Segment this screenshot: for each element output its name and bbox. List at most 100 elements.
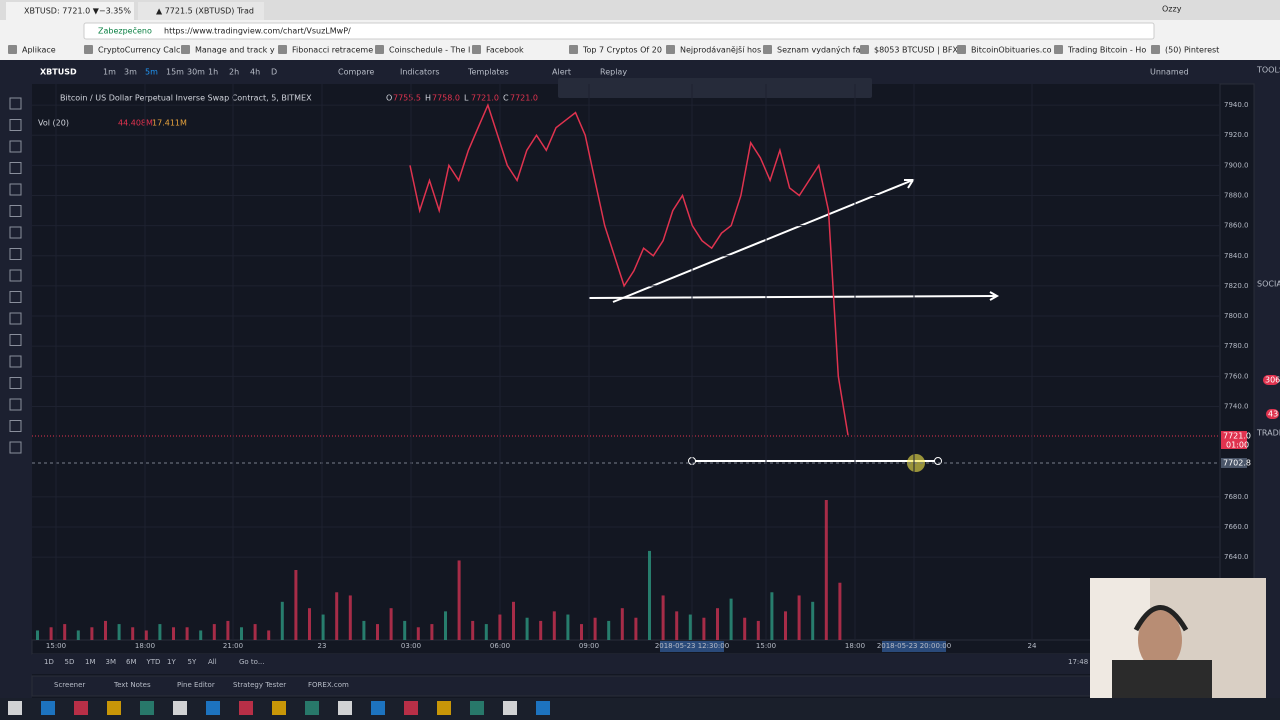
range-button[interactable]: Go to... xyxy=(239,658,265,666)
toolbar-button[interactable]: Alert xyxy=(552,68,571,77)
range-button[interactable]: 1M xyxy=(85,658,96,666)
bookmark[interactable]: Seznam vydaných fa xyxy=(777,46,861,55)
toolbar-button[interactable]: Indicators xyxy=(400,68,440,77)
tool-icon[interactable] xyxy=(9,119,22,131)
toolbar-button[interactable]: Replay xyxy=(600,68,627,77)
trend-line[interactable] xyxy=(612,179,914,303)
tool-icon[interactable] xyxy=(9,377,22,389)
taskbar-icon[interactable] xyxy=(173,701,187,715)
interval[interactable]: 1h xyxy=(208,68,218,77)
tool-icon[interactable] xyxy=(9,140,22,153)
bottom-tab[interactable]: Pine Editor xyxy=(177,681,215,689)
taskbar-icon[interactable] xyxy=(470,701,484,715)
volume-bar xyxy=(403,620,407,640)
taskbar-icon[interactable] xyxy=(206,701,220,715)
taskbar-icon[interactable] xyxy=(74,701,88,715)
bookmark[interactable]: CryptoCurrency Calc xyxy=(98,46,180,55)
interval[interactable]: D xyxy=(271,68,277,77)
interval[interactable]: 5m xyxy=(145,68,158,77)
taskbar-icon[interactable] xyxy=(272,701,286,715)
bottom-tab[interactable]: Screener xyxy=(54,681,85,689)
range-button[interactable]: 3M xyxy=(106,658,117,666)
bookmark[interactable]: Trading Bitcoin - Ho xyxy=(1067,46,1146,55)
price-line xyxy=(409,102,849,436)
x-tick-label: 18:00 xyxy=(845,642,865,650)
horizontal-ray[interactable] xyxy=(588,295,998,299)
tool-icon[interactable] xyxy=(9,248,22,260)
bookmark[interactable]: (50) Pinterest xyxy=(1165,46,1219,55)
tool-icon[interactable] xyxy=(9,97,22,110)
bookmark[interactable]: Aplikace xyxy=(22,46,56,55)
tool-icon[interactable] xyxy=(9,291,22,303)
range-button[interactable]: 6M xyxy=(126,658,137,666)
bottom-tab[interactable]: Text Notes xyxy=(113,681,151,689)
taskbar-icon[interactable] xyxy=(41,701,55,715)
volume-bar xyxy=(212,624,216,640)
range-button[interactable]: 5D xyxy=(65,658,75,666)
symbol[interactable]: XBTUSD xyxy=(40,68,77,77)
range-button[interactable]: All xyxy=(208,658,217,666)
bookmark[interactable]: Manage and track y xyxy=(195,46,275,55)
bookmark[interactable]: $8053 BTCUSD | BFX xyxy=(874,46,958,55)
tool-icon[interactable] xyxy=(9,441,22,454)
range-button[interactable]: 1D xyxy=(44,658,54,666)
volume-bar xyxy=(131,627,135,640)
tool-icon[interactable] xyxy=(9,355,22,368)
range-button[interactable]: 5Y xyxy=(188,658,197,666)
tool-icon[interactable] xyxy=(9,398,22,411)
bottom-tab[interactable]: FOREX.com xyxy=(308,681,349,689)
address-bar[interactable] xyxy=(83,22,1155,40)
tab-title[interactable]: XBTUSD: 7721.0 ▼−3.35% xyxy=(24,7,131,16)
bookmark[interactable]: Coinschedule - The I xyxy=(389,46,470,55)
toolbar-button[interactable]: Compare xyxy=(338,68,374,77)
bookmark[interactable]: Nejprodávanější hos xyxy=(680,45,761,55)
tool-icon[interactable] xyxy=(9,162,22,174)
taskbar-icon[interactable] xyxy=(8,701,22,715)
tool-icon[interactable] xyxy=(9,334,22,346)
layout-name[interactable]: Unnamed xyxy=(1150,68,1189,77)
toolbar-button[interactable]: Templates xyxy=(467,68,509,77)
bookmark[interactable]: Top 7 Cryptos Of 20 xyxy=(582,46,662,55)
volume-bar xyxy=(702,617,706,640)
taskbar-icon[interactable] xyxy=(239,701,253,715)
taskbar-icon[interactable] xyxy=(107,701,121,715)
interval[interactable]: 3m xyxy=(124,68,137,77)
taskbar-icon[interactable] xyxy=(404,701,418,715)
tool-icon[interactable] xyxy=(9,420,22,432)
range-button[interactable]: YTD xyxy=(146,658,161,666)
taskbar-icon[interactable] xyxy=(371,701,385,715)
interval[interactable]: 30m xyxy=(187,68,205,77)
taskbar-icon[interactable] xyxy=(338,701,352,715)
volume-bar xyxy=(430,624,434,640)
tool-icon[interactable] xyxy=(9,312,22,325)
tool-icon[interactable] xyxy=(9,205,22,217)
interval[interactable]: 2h xyxy=(229,68,239,77)
range-button[interactable]: 1Y xyxy=(167,658,176,666)
y-tick-label: 7780.0 xyxy=(1224,342,1249,350)
tool-icon[interactable] xyxy=(9,269,22,282)
bookmark[interactable]: BitcoinObituaries.co xyxy=(971,46,1052,55)
taskbar-icon[interactable] xyxy=(437,701,451,715)
tab[interactable] xyxy=(138,2,264,20)
volume-bar xyxy=(729,598,733,640)
url[interactable]: https://www.tradingview.com/chart/VsuzLM… xyxy=(164,27,351,36)
last-price: 7721.0 xyxy=(1223,432,1251,441)
taskbar-icon[interactable] xyxy=(503,701,517,715)
bottom-tab[interactable]: Strategy Tester xyxy=(233,681,286,689)
interval[interactable]: 1m xyxy=(103,68,116,77)
interval[interactable]: 15m xyxy=(166,68,184,77)
tool-icon[interactable] xyxy=(9,183,22,196)
tool-icon[interactable] xyxy=(9,226,22,239)
interval[interactable]: 4h xyxy=(250,68,260,77)
volume-bar xyxy=(675,611,679,640)
bookmark[interactable]: Fibonacci retraceme xyxy=(292,46,373,55)
taskbar-icon[interactable] xyxy=(536,701,550,715)
volume-bar xyxy=(716,608,719,640)
taskbar-icon[interactable] xyxy=(305,701,319,715)
tab-title[interactable]: ▲ 7721.5 (XBTUSD) Trad xyxy=(156,7,254,16)
volume-bar xyxy=(158,624,162,640)
taskbar-icon[interactable] xyxy=(140,701,154,715)
tab-active[interactable] xyxy=(6,2,134,20)
bookmark[interactable]: Facebook xyxy=(486,46,524,55)
